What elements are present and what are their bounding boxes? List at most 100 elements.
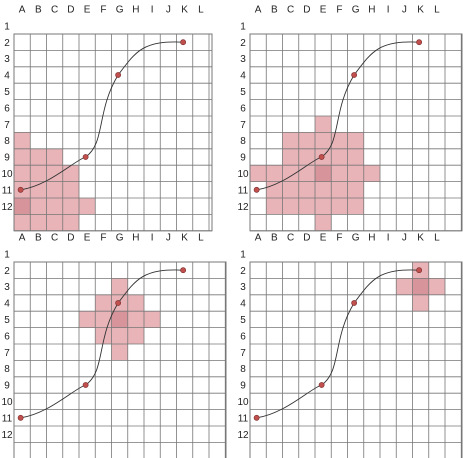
row-label: 11 bbox=[238, 185, 249, 196]
column-label: G bbox=[352, 233, 360, 244]
shaded-cell bbox=[250, 165, 267, 182]
row-label: 9 bbox=[4, 153, 10, 164]
grid-frame bbox=[249, 261, 463, 458]
curve-path bbox=[256, 269, 420, 419]
curve-point bbox=[253, 186, 260, 193]
shaded-cell bbox=[14, 165, 31, 182]
curve-point bbox=[82, 382, 89, 388]
shaded-cell bbox=[331, 132, 348, 149]
shaded-cell bbox=[331, 148, 348, 166]
shaded-cell bbox=[282, 132, 299, 149]
shaded-cell bbox=[298, 181, 315, 198]
shaded-cell bbox=[127, 311, 144, 328]
column-label: B bbox=[271, 5, 278, 16]
row-label: 9 bbox=[4, 381, 10, 392]
shaded-cell bbox=[127, 327, 144, 344]
shaded-cell bbox=[347, 148, 364, 166]
column-label: L bbox=[198, 5, 204, 16]
row-label: 6 bbox=[240, 103, 246, 114]
row-label: 11 bbox=[238, 413, 249, 424]
row-label: 2 bbox=[4, 266, 10, 277]
row-label: 7 bbox=[240, 120, 246, 131]
shaded-cell bbox=[315, 181, 332, 198]
curve-path bbox=[20, 269, 184, 419]
shaded-cell bbox=[428, 278, 445, 295]
column-label: F bbox=[336, 233, 342, 244]
shaded-cell bbox=[298, 165, 315, 182]
column-label: L bbox=[434, 5, 440, 16]
shaded-cell bbox=[30, 198, 47, 215]
column-label: F bbox=[100, 5, 106, 16]
column-label: B bbox=[35, 233, 42, 244]
shaded-cell bbox=[30, 214, 47, 231]
row-label: 8 bbox=[4, 364, 10, 375]
shaded-cell bbox=[62, 165, 79, 182]
center-cell bbox=[111, 311, 128, 328]
shaded-cell bbox=[95, 311, 112, 328]
column-label: H bbox=[368, 233, 375, 244]
row-label: 3 bbox=[240, 54, 246, 65]
shaded-cell bbox=[111, 344, 128, 361]
column-label: H bbox=[132, 233, 139, 244]
center-cell bbox=[315, 165, 332, 182]
column-label: I bbox=[151, 233, 154, 244]
shaded-cell bbox=[347, 198, 364, 215]
grid-frame bbox=[13, 33, 213, 232]
column-label: A bbox=[19, 5, 26, 16]
shaded-cell bbox=[282, 198, 299, 215]
column-label: I bbox=[151, 5, 154, 16]
row-label: 12 bbox=[237, 430, 249, 441]
shaded-cell bbox=[14, 148, 31, 166]
shaded-cell bbox=[266, 198, 283, 215]
column-label: L bbox=[434, 233, 440, 244]
column-label: K bbox=[181, 5, 188, 16]
column-label: I bbox=[387, 233, 390, 244]
shaded-cell bbox=[95, 294, 112, 312]
curve-point bbox=[180, 267, 187, 274]
row-label: 12 bbox=[1, 202, 13, 213]
shaded-cell bbox=[347, 165, 364, 182]
curve-path bbox=[256, 41, 420, 191]
grid-frame bbox=[249, 33, 463, 232]
shaded-cell bbox=[46, 165, 63, 182]
shaded-cell bbox=[331, 198, 348, 215]
shaded-cell bbox=[79, 198, 96, 215]
column-label: K bbox=[181, 233, 188, 244]
shaded-cell bbox=[111, 327, 128, 344]
shaded-cell bbox=[396, 278, 413, 295]
center-cell bbox=[14, 198, 31, 215]
row-label: 4 bbox=[240, 71, 246, 82]
shaded-cell bbox=[282, 181, 299, 198]
row-label: 10 bbox=[1, 169, 13, 180]
column-label: E bbox=[84, 5, 91, 16]
center-cell bbox=[412, 278, 429, 295]
row-label: 8 bbox=[4, 136, 10, 147]
shaded-cell bbox=[79, 311, 96, 328]
row-label: 4 bbox=[4, 71, 10, 82]
row-label: 5 bbox=[240, 87, 246, 98]
shaded-cell bbox=[30, 181, 47, 198]
row-label: 10 bbox=[237, 169, 249, 180]
shaded-cell bbox=[14, 132, 31, 149]
column-label: J bbox=[402, 233, 407, 244]
curve-point bbox=[416, 39, 423, 46]
column-label: A bbox=[255, 5, 262, 16]
curve-point bbox=[318, 154, 325, 160]
shaded-cell bbox=[46, 198, 63, 215]
column-label: J bbox=[402, 5, 407, 16]
row-label: 12 bbox=[237, 202, 249, 213]
row-label: 4 bbox=[240, 299, 246, 310]
column-label: C bbox=[51, 5, 58, 16]
shaded-cell bbox=[127, 294, 144, 312]
column-label: L bbox=[198, 233, 204, 244]
column-label: E bbox=[320, 233, 327, 244]
curve-point bbox=[17, 186, 24, 193]
shaded-cell bbox=[315, 214, 332, 231]
row-label: 1 bbox=[240, 249, 246, 260]
shaded-cell bbox=[111, 278, 128, 295]
column-label: D bbox=[303, 5, 310, 16]
shaded-cell bbox=[62, 181, 79, 198]
